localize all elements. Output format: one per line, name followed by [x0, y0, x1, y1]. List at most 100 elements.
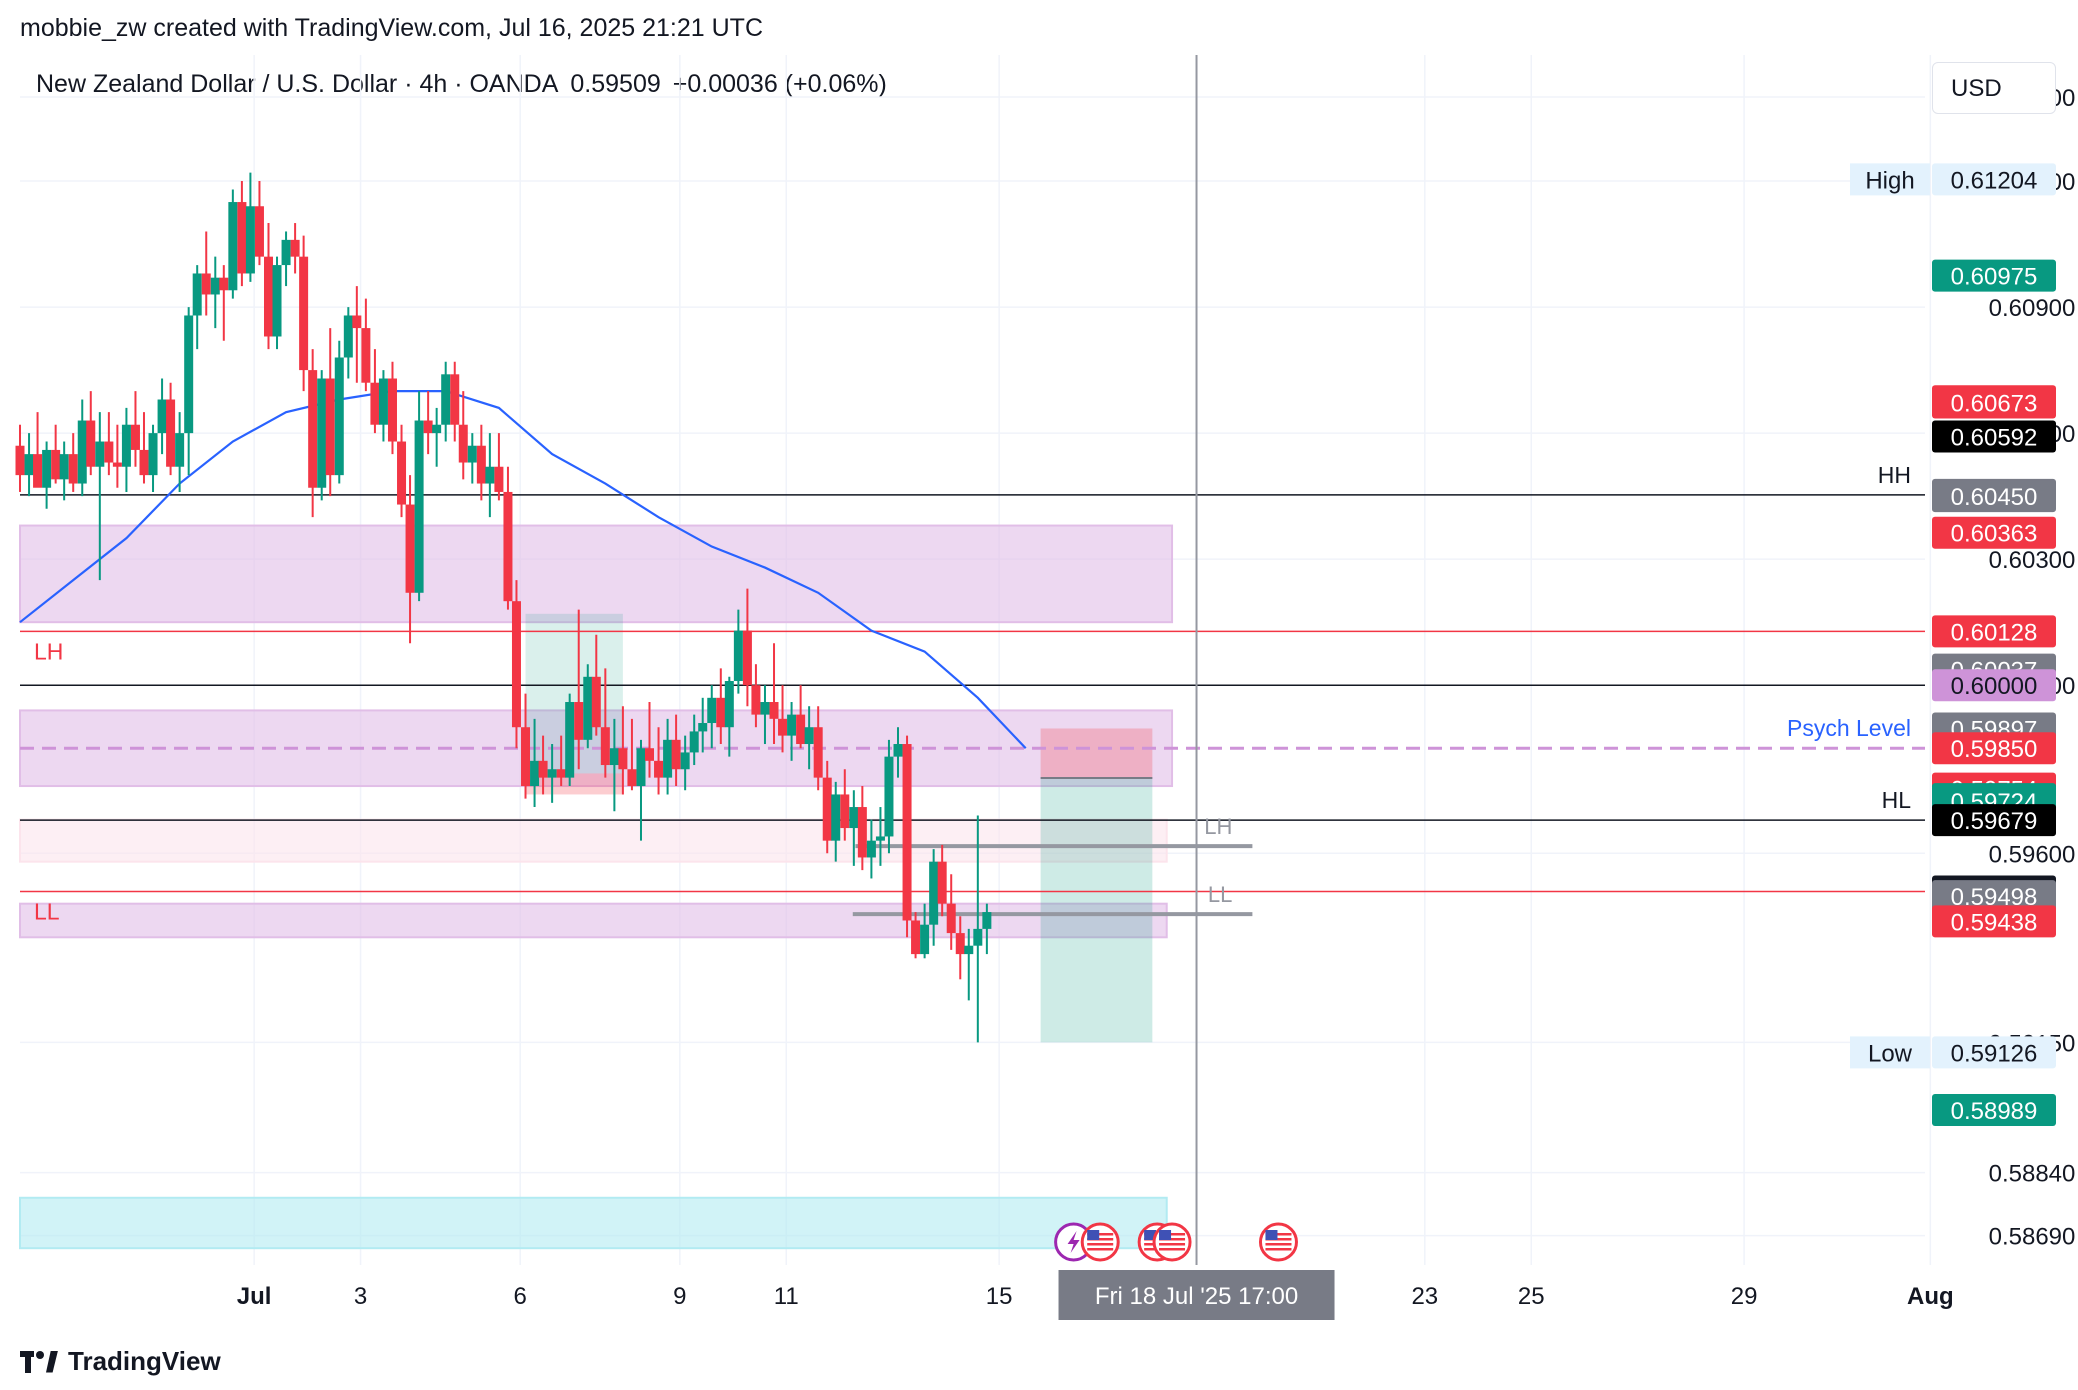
candle-body — [796, 714, 806, 745]
candle — [521, 693, 531, 799]
candle-body — [192, 273, 202, 316]
candle-body — [281, 239, 291, 266]
candle — [201, 231, 211, 316]
candle-body — [450, 374, 460, 425]
level-label: HL — [1882, 787, 1912, 813]
y-tick-label: 0.58840 — [1989, 1161, 2076, 1188]
candle — [530, 718, 540, 808]
candle — [467, 433, 477, 484]
candle — [627, 718, 637, 791]
candle-body — [343, 315, 353, 358]
legend-price: 0.59509 — [570, 70, 661, 98]
y-tick-label: 0.58690 — [1989, 1224, 2076, 1251]
candle-body — [476, 445, 486, 484]
candle — [813, 706, 823, 791]
candle-body — [59, 454, 69, 480]
candle-body — [920, 924, 930, 955]
candle-body — [521, 727, 531, 787]
candle-body — [849, 807, 859, 829]
candle-body — [946, 903, 956, 934]
x-tick-label: 23 — [1411, 1283, 1438, 1310]
candle-body — [378, 378, 388, 425]
candle-body — [121, 424, 131, 467]
candle — [51, 424, 61, 484]
candle — [831, 781, 841, 862]
price-label: 0.60975 — [1932, 259, 2056, 292]
candle — [574, 609, 584, 770]
level-label: Psych Level — [1787, 715, 1911, 741]
candle-body — [627, 769, 637, 787]
candle-body — [397, 441, 407, 505]
candle — [95, 412, 105, 581]
currency-button[interactable]: USD — [1932, 62, 2056, 114]
candle — [397, 424, 407, 518]
price-tag-label: Low — [1868, 1040, 1913, 1067]
candle — [751, 664, 761, 728]
candle — [476, 424, 486, 501]
price-tag-label: High — [1865, 167, 1914, 194]
candle-body — [237, 202, 247, 274]
attribution: mobbie_zw created with TradingView.com, … — [20, 14, 763, 42]
candle-body — [911, 920, 921, 955]
ma-line — [19, 390, 1027, 749]
candle-body — [485, 466, 495, 484]
candle-body — [884, 756, 894, 837]
candle-body — [503, 491, 513, 602]
candle — [68, 433, 78, 492]
candle-body — [822, 777, 832, 841]
moving-average — [19, 390, 1027, 749]
candle — [591, 634, 601, 736]
candle-body — [600, 727, 610, 766]
symbol-title: New Zealand Dollar / U.S. Dollar · 4h · … — [36, 70, 559, 98]
candle — [184, 307, 194, 476]
candle-body — [77, 420, 87, 484]
candle — [503, 466, 513, 610]
candle — [849, 790, 859, 866]
candle — [485, 433, 495, 518]
candle — [538, 735, 548, 795]
candle-body — [875, 836, 885, 841]
candle — [636, 739, 646, 841]
candle-body — [51, 449, 61, 480]
candle — [334, 340, 344, 484]
candle — [370, 349, 380, 434]
candle-body — [591, 676, 601, 728]
symbol-legend[interactable]: New Zealand Dollar / U.S. Dollar · 4h · … — [36, 70, 899, 99]
legend-change: +0.00036 (+0.06%) — [672, 70, 887, 98]
candle-body — [272, 265, 282, 337]
candle-body — [689, 731, 699, 753]
candle-body — [175, 433, 185, 467]
footer-brand[interactable]: TradingView — [20, 1346, 221, 1377]
candle — [33, 412, 43, 488]
price-label: 0.60363 — [1932, 516, 2056, 549]
zone-box — [19, 818, 1168, 863]
candles — [15, 172, 992, 1043]
x-tick-label: 25 — [1518, 1283, 1545, 1310]
candle-body — [104, 441, 114, 463]
level-label: LH — [34, 638, 63, 664]
candle — [148, 424, 158, 492]
candle-body — [654, 760, 664, 778]
us-flag-event-icon — [1258, 1222, 1298, 1262]
candle — [157, 378, 167, 455]
candle-body — [636, 748, 646, 787]
candle-body — [334, 357, 344, 476]
candle-body — [778, 718, 788, 736]
price-label: 0.60000 — [1932, 669, 2056, 702]
candle-body — [157, 399, 167, 434]
candle-body — [370, 382, 380, 425]
candle — [911, 912, 921, 959]
candle-body — [166, 399, 176, 467]
candle-body — [414, 420, 424, 593]
candle-body — [42, 449, 52, 488]
candle — [787, 702, 797, 761]
candle — [317, 370, 327, 501]
candle — [432, 407, 442, 467]
candle — [583, 664, 593, 749]
candle — [59, 441, 69, 501]
candle — [822, 760, 832, 854]
zone-box — [19, 902, 1168, 939]
us-flag-event-icon — [1152, 1222, 1192, 1262]
candle — [742, 588, 752, 707]
